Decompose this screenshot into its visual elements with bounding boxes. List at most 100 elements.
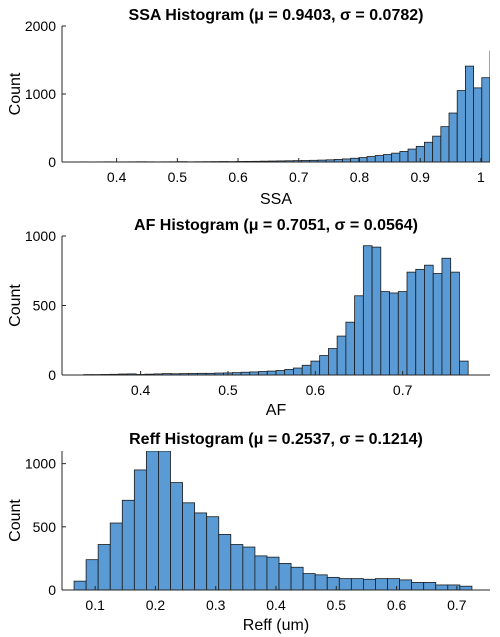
af-bar	[424, 264, 434, 375]
af-histogram: 0.4 0.5 0.6 0.7 0 500 1000 AF Histogram (μ = 0.…	[7, 217, 490, 419]
af-bar	[397, 291, 408, 375]
ssa-bar	[350, 157, 360, 162]
reff-bar	[133, 469, 147, 590]
ssa-title: SSA Histogram (μ = 0.9403, σ = 0.0782)	[129, 7, 424, 24]
af-bar	[328, 348, 338, 375]
reff-histogram: 0.1 0.2 0.3 0.4 0.5 0.6 0.7 0 500 1000 Reff Histog…	[7, 431, 490, 634]
reff-x-tick-label: 0.7	[447, 597, 467, 613]
ssa-y-label: Count	[7, 72, 24, 115]
reff-x-tick-label: 0.4	[266, 597, 286, 613]
ssa-bars	[79, 50, 490, 162]
ssa-bar	[383, 154, 393, 162]
af-bar	[275, 370, 286, 375]
af-bar	[284, 369, 294, 375]
af-bars	[83, 245, 469, 375]
reff-x-tick-label: 0.6	[387, 597, 407, 613]
ssa-bar	[366, 156, 376, 162]
reff-bar	[338, 578, 352, 590]
reff-bar	[290, 566, 304, 590]
reff-x-tick-label: 0.5	[327, 597, 347, 613]
af-bar	[345, 321, 356, 375]
af-bar	[459, 360, 469, 375]
reff-bar	[435, 584, 449, 590]
af-bar	[389, 292, 399, 375]
reff-bar	[363, 578, 376, 590]
af-y-tick-label: 0	[48, 367, 56, 383]
reff-y-label: Count	[7, 499, 24, 542]
ssa-x-label: SSA	[260, 191, 292, 208]
ssa-bar	[424, 141, 434, 162]
af-y-label: Count	[7, 284, 24, 327]
reff-bar	[121, 499, 135, 590]
reff-bar	[145, 451, 159, 590]
reff-bars	[73, 451, 473, 590]
reff-bar	[73, 580, 87, 590]
reff-bar	[375, 578, 388, 590]
ssa-y-tick-label: 1000	[25, 86, 56, 102]
ssa-x-tick-label: 1	[477, 169, 485, 185]
reff-bar	[302, 573, 316, 590]
af-x-tick-label: 0.7	[393, 382, 413, 398]
ssa-bar	[399, 151, 409, 162]
reff-bar	[242, 546, 256, 590]
ssa-bar	[473, 87, 483, 162]
af-bar	[336, 335, 347, 375]
af-x-label: AF	[266, 402, 287, 419]
reff-y-tick-label: 0	[48, 582, 56, 598]
af-x-tick-label: 0.4	[131, 382, 151, 398]
reff-title: Reff Histogram (μ = 0.2537, σ = 0.1214)	[129, 431, 423, 448]
ssa-bar	[456, 90, 466, 162]
reff-bar	[278, 563, 292, 590]
af-bar	[432, 273, 443, 375]
af-x-tick-label: 0.5	[218, 382, 238, 398]
reff-bar	[266, 556, 280, 590]
ssa-bar	[432, 135, 442, 162]
ssa-x-tick-label: 0.4	[107, 169, 127, 185]
reff-bar	[447, 584, 461, 590]
ssa-x-tick-label: 0.7	[289, 169, 309, 185]
reff-x-tick-label: 0.1	[85, 597, 105, 613]
reff-bar	[350, 578, 364, 590]
af-bar	[406, 271, 417, 375]
ssa-bar	[465, 65, 475, 162]
reff-bar	[218, 534, 232, 590]
reff-bar	[182, 502, 196, 590]
ssa-x-tick-label: 0.6	[228, 169, 248, 185]
af-bar	[258, 371, 268, 375]
reff-bar	[387, 578, 400, 590]
reff-bar	[411, 582, 425, 590]
ssa-x-tick-label: 0.5	[168, 169, 188, 185]
ssa-x-tick-label: 0.8	[350, 169, 370, 185]
reff-bar	[97, 544, 111, 590]
reff-y-tick-label: 500	[33, 519, 57, 535]
reff-bar	[399, 579, 413, 590]
af-y-tick-label: 500	[33, 298, 57, 314]
ssa-bar	[481, 77, 490, 162]
ssa-x-tick-label: 0.9	[410, 169, 430, 185]
ssa-bar	[358, 157, 368, 162]
af-y-tick-label: 1000	[25, 228, 56, 244]
ssa-histogram: 0.4 0.5 0.6 0.7 0.8 0.9 1 0 1000 2000 SSA Histogra…	[7, 7, 490, 208]
af-bar	[266, 370, 277, 375]
reff-x-tick-label: 0.3	[206, 597, 226, 613]
ssa-bar	[440, 126, 450, 162]
ssa-y-tick-label: 0	[48, 154, 56, 170]
ssa-bar	[448, 112, 458, 162]
reff-bar	[85, 559, 99, 590]
reff-bar	[230, 544, 244, 590]
af-bar	[415, 268, 425, 375]
reff-bar	[109, 522, 123, 590]
reff-bar	[170, 482, 183, 590]
reff-bar	[194, 512, 208, 590]
reff-y-tick-label: 1000	[25, 456, 56, 472]
af-bar	[293, 367, 303, 375]
af-bar	[362, 245, 373, 375]
af-bar	[450, 271, 460, 375]
af-bar	[319, 355, 329, 375]
reff-x-tick-label: 0.2	[146, 597, 166, 613]
af-bar	[441, 257, 452, 375]
ssa-bar	[407, 148, 417, 162]
reff-bar	[326, 576, 340, 590]
af-title: AF Histogram (μ = 0.7051, σ = 0.0564)	[134, 217, 418, 234]
